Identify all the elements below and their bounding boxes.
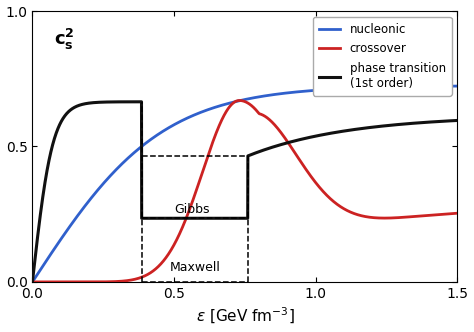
Text: $\mathbf{c_s^2}$: $\mathbf{c_s^2}$ <box>54 27 74 52</box>
Text: Gibbs: Gibbs <box>174 203 210 216</box>
Text: Maxwell: Maxwell <box>170 261 221 274</box>
Legend: nucleonic, crossover, phase transition
(1st order): nucleonic, crossover, phase transition (… <box>313 17 452 96</box>
X-axis label: $\varepsilon$ [GeV fm$^{-3}$]: $\varepsilon$ [GeV fm$^{-3}$] <box>196 306 294 326</box>
